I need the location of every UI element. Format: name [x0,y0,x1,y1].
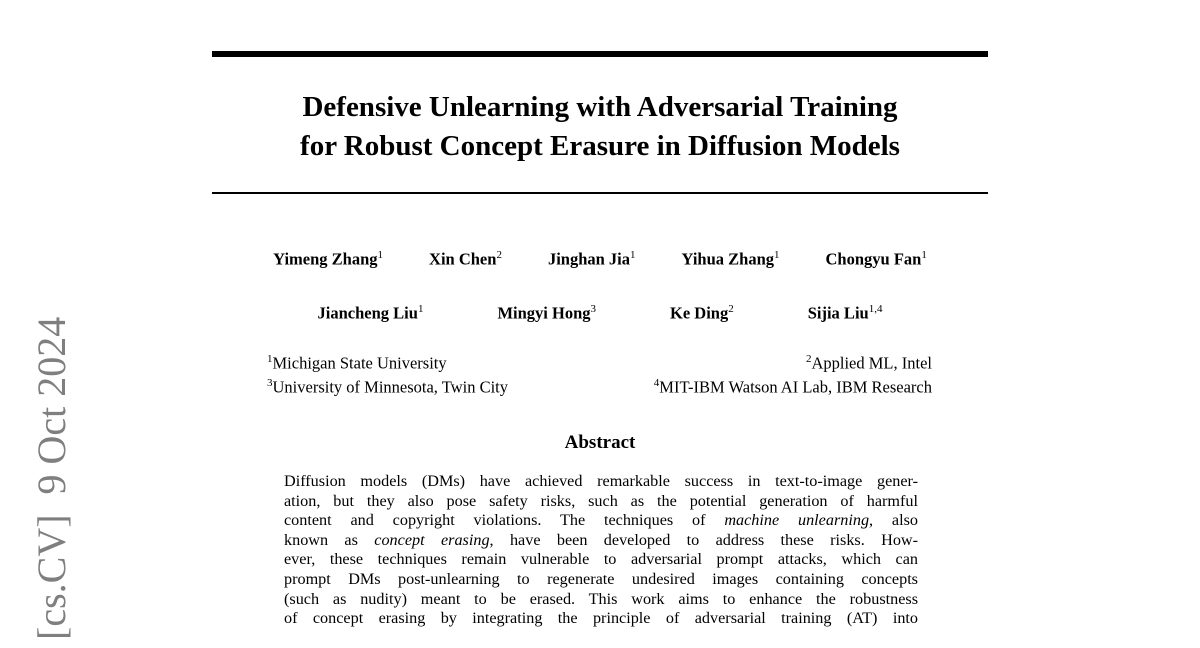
affiliation: 2Applied ML, Intel [805,353,932,373]
author-row: Yimeng Zhang1 Xin Chen2 Jinghan Jia1 Yihua … [212,249,988,270]
abstract-line: ation, but they also pose safety risks, … [284,491,918,510]
author-name: Jiancheng Liu [317,303,418,323]
author-affiliation: 1,4 [868,303,883,315]
author: Xin Chen2 [429,249,502,270]
author-name: Jinghan Jia [547,249,631,269]
top-rule [212,51,988,57]
author-affiliation: 2 [728,303,734,315]
abstract-line: prompt DMs post-unlearning to regenerate… [284,569,918,588]
author-affiliation: 1 [921,249,927,261]
author-affiliation: 1 [630,249,636,261]
abstract-body: Diffusion models (DMs) have achieved rem… [284,472,918,629]
author: Yihua Zhang1 [682,249,780,270]
paper-title: Defensive Unlearning with Adversarial Tr… [212,88,988,166]
abstract-line: content and copyright violations. The te… [284,511,918,530]
author-affiliation: 1 [377,249,384,261]
author: Chongyu Fan1 [826,249,927,270]
author-affiliation: 3 [590,303,597,315]
author: Mingyi Hong3 [497,303,596,324]
author-name: Mingyi Hong [497,303,591,323]
abstract-line: known as concept erasing, have been deve… [284,530,918,549]
author-name: Yimeng Zhang [273,249,378,269]
author-name: Sijia Liu [807,303,869,323]
abstract-line: (such as nudity) meant to be erased. Thi… [284,589,918,608]
author-affiliation: 1 [774,249,780,261]
author: Ke Ding2 [670,303,734,324]
title-line: Defensive Unlearning with Adversarial Tr… [302,91,898,123]
author-name: Xin Chen [429,249,497,269]
author-row: Jiancheng Liu1 Mingyi Hong3 Ke Ding2 Sijia … [212,303,988,324]
author-affiliation: 2 [496,249,502,261]
title-line: for Robust Concept Erasure in Diffusion … [300,130,900,162]
author: Jiancheng Liu1 [318,303,424,324]
abstract-line: ever, these techniques remain vulnerable… [284,550,918,569]
abstract-line: of concept erasing by integrating the pr… [284,609,918,628]
author-name: Yihua Zhang [681,249,774,269]
author: Sijia Liu1,4 [808,303,883,324]
affiliation: 4MIT-IBM Watson AI Lab, IBM Research [653,377,932,397]
abstract-line: Diffusion models (DMs) have achieved rem… [284,472,918,490]
author-name: Chongyu Fan [825,249,922,269]
affiliation: 1Michigan State University [267,353,447,373]
arxiv-category: [cs.CV] [29,514,74,640]
author: Yimeng Zhang1 [273,249,383,270]
arxiv-date: 9 Oct 2024 [29,316,74,495]
author-name: Ke Ding [670,303,729,323]
abstract-heading: Abstract [564,432,636,453]
title-rule [212,192,988,194]
arxiv-stamp: [cs.CV] 9 Oct 2024 [28,317,75,640]
author: Jinghan Jia1 [548,249,636,270]
author-affiliation: 1 [417,303,424,315]
affiliation: 3University of Minnesota, Twin City [267,377,508,397]
